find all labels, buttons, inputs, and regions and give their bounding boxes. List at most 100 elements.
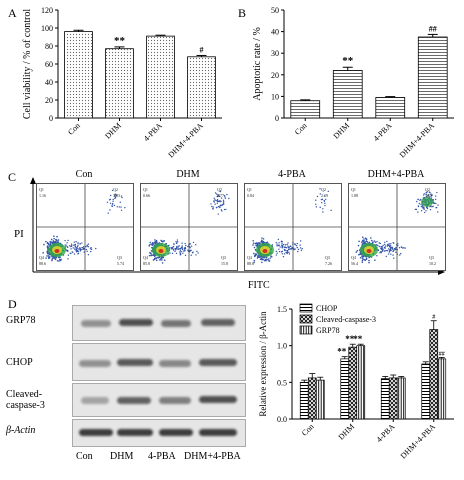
quadrant-name: Q1 <box>39 187 44 192</box>
western-blot: GRP78 CHOP Cleaved-caspase-3 β-Actin Con… <box>0 305 250 475</box>
x-tick-label: Con <box>300 422 316 438</box>
quadrant-name: Q1 <box>351 187 356 192</box>
quadrant-name: Q4 <box>39 255 44 260</box>
y-tick-label: 1.0 <box>277 342 287 351</box>
quadrant-name: Q2 <box>321 187 326 192</box>
y-tick-label: 30 <box>271 49 279 58</box>
quadrant-value: 56.4 <box>351 261 358 266</box>
quadrant-name: Q4 <box>247 255 252 260</box>
blot-strip-grp78 <box>72 305 246 341</box>
y-tick-label: 120 <box>41 6 53 15</box>
significance-mark: ** <box>337 347 347 357</box>
bar <box>290 100 321 119</box>
x-tick-label: DHM <box>337 422 357 442</box>
x-tick-label: DHM <box>103 121 123 141</box>
quadrant-value: 1.88 <box>351 193 358 198</box>
y-tick-label: 10 <box>271 92 279 101</box>
y-axis-label: Cell viability / % of control <box>22 9 33 119</box>
flow-plot: Q1 Q2 Q4 Q3 0.84 2.19 88.6 7.26 <box>244 183 342 271</box>
blot-label-chop: CHOP <box>6 357 33 368</box>
quadrant-value: 34.3 <box>425 193 432 198</box>
quadrant-name: Q2 <box>113 187 118 192</box>
panel-label-a: A <box>8 6 17 20</box>
y-tick-label: 50 <box>271 6 279 15</box>
quadrant-value: 3.83 <box>113 193 120 198</box>
legend-swatch <box>299 314 313 324</box>
quadrant-value: 6.77 <box>217 193 224 198</box>
quadrant-value: 0.66 <box>143 193 150 198</box>
blot-strip-actin <box>72 419 246 447</box>
y-axis-label: Apoptotic rate / % <box>252 27 263 101</box>
x-tick-label: 4-PBA <box>372 121 394 143</box>
bar-cleaved-caspase-3 <box>388 377 398 420</box>
significance-mark: ** <box>345 334 355 344</box>
quadrant-value: 0.84 <box>247 193 254 198</box>
flow-plot-title: 4-PBA <box>278 169 306 180</box>
quadrant-name: Q4 <box>351 255 356 260</box>
panel-label-b: B <box>238 6 247 20</box>
x-tick-label: DHM+4-PBA <box>166 121 205 160</box>
y-tick-label: 0 <box>49 114 53 123</box>
bar <box>332 70 363 119</box>
flow-plot-title: Con <box>75 169 93 180</box>
bar <box>187 56 216 119</box>
quadrant-value: 10.2 <box>429 261 436 266</box>
chart-b: 0 10 20 30 40 50 Con ** DHM 4-PBA ## DHM+4-PBA Apopt… <box>252 6 454 160</box>
significance-mark: ** <box>114 35 126 47</box>
flow-plot-title: DHM <box>176 169 200 180</box>
quadrant-value: 2.19 <box>321 193 328 198</box>
quadrant-value: 88.6 <box>247 261 254 266</box>
quadrant-value: 7.26 <box>325 261 332 266</box>
bar <box>105 48 134 119</box>
panel-label-d: D <box>8 297 17 311</box>
lane-label-4pba: 4-PBA <box>148 451 176 462</box>
quadrant-name: Q2 <box>425 187 430 192</box>
panel-label-c: C <box>8 170 17 184</box>
flow-plot-title: DHM+4-PBA <box>367 169 425 180</box>
bar-grp78 <box>315 379 325 420</box>
quadrant-name: Q1 <box>143 187 148 192</box>
y-tick-label: 0.5 <box>277 378 287 387</box>
bar <box>64 31 93 119</box>
pi-axis-label: PI <box>14 228 24 240</box>
lane-label-dhm4pba: DHM+4-PBA <box>184 451 241 462</box>
significance-mark: ** <box>353 334 363 344</box>
significance-mark: ** <box>342 55 354 67</box>
lane-label-con: Con <box>76 451 93 462</box>
y-tick-label: 60 <box>45 60 53 69</box>
quadrant-value: 5.74 <box>117 261 124 266</box>
quadrant-name: Q2 <box>217 187 222 192</box>
x-tick-label: DHM+4-PBA <box>398 121 437 160</box>
quadrant-name: Q1 <box>247 187 252 192</box>
legend-swatch <box>299 303 313 313</box>
y-tick-label: 40 <box>271 28 279 37</box>
flow-plot: Q1 Q2 Q4 Q3 1.16 3.83 88.6 5.74 <box>36 183 134 271</box>
bar-grp78 <box>356 345 366 420</box>
blot-label-grp78: GRP78 <box>6 315 36 326</box>
legend-swatch <box>299 325 313 335</box>
flow-plot: Q1 Q2 Q4 Q3 0.66 6.77 85.8 15.8 <box>140 183 238 271</box>
quadrant-value: 15.8 <box>221 261 228 266</box>
fitc-axis-label: FITC <box>248 280 270 291</box>
y-tick-label: 0 <box>275 114 279 123</box>
y-tick-label: 100 <box>41 24 53 33</box>
y-tick-label: 80 <box>45 42 53 51</box>
bar <box>417 36 448 119</box>
bar-cleaved-caspase-3 <box>429 329 439 420</box>
chart-a: 0 20 40 60 80 100 120 Con ** DHM 4-PBA # DHM+4-PBA Ce… <box>22 6 222 160</box>
bar <box>146 35 175 119</box>
legend-label: CHOP <box>316 304 338 313</box>
bar-cleaved-caspase-3 <box>307 377 317 420</box>
quadrant-value: 85.8 <box>143 261 150 266</box>
flow-plot: Q1 Q2 Q4 Q3 1.88 34.3 56.4 10.2 <box>348 183 446 271</box>
y-tick-label: 0.0 <box>277 415 287 424</box>
bar-chop <box>299 381 309 420</box>
x-tick-label: DHM+4-PBA <box>399 422 438 461</box>
x-tick-label: Con <box>66 121 82 137</box>
blot-label-actin: β-Actin <box>6 425 36 436</box>
x-tick-label: 4-PBA <box>375 422 397 444</box>
quadrant-value: 88.6 <box>39 261 46 266</box>
significance-mark: ## <box>429 24 437 33</box>
quadrant-value: 1.16 <box>39 193 46 198</box>
